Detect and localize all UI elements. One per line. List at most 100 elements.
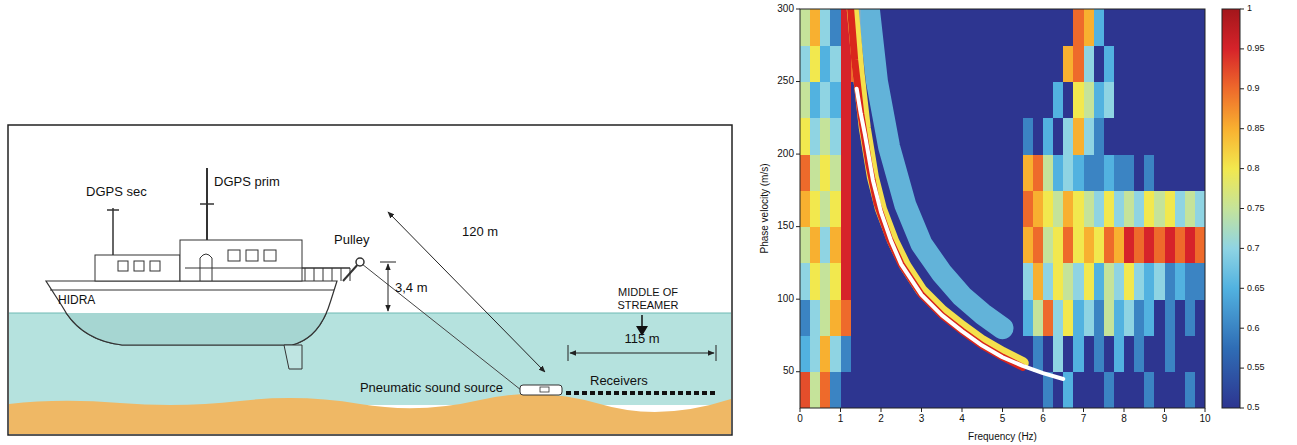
heat-cell (1114, 154, 1125, 191)
heat-cell (1053, 154, 1064, 191)
heat-cell (1154, 190, 1165, 227)
heat-cell (992, 9, 1003, 46)
heat-cell (1084, 154, 1095, 191)
heat-cell (1073, 299, 1084, 336)
y-tick (796, 81, 800, 82)
heat-cell (992, 227, 1003, 264)
heat-cell (1023, 45, 1034, 82)
y-tick-label: 300 (777, 3, 794, 14)
heat-cell (962, 82, 973, 119)
rudder (284, 345, 302, 369)
heat-cell (1104, 118, 1115, 155)
railing-post (332, 268, 333, 281)
heat-cell (1094, 372, 1105, 408)
heat-cell (982, 118, 993, 155)
heat-cell (1144, 263, 1155, 300)
heat-cell (1144, 190, 1155, 227)
heat-cell (1165, 335, 1176, 372)
heat-cell (1134, 372, 1145, 408)
heat-cell (952, 372, 963, 408)
heat-cell (881, 263, 892, 300)
heat-cell (830, 154, 841, 191)
heat-cell (851, 335, 862, 372)
heat-cell (1185, 154, 1196, 191)
heat-cell (1053, 227, 1064, 264)
x-tick (881, 408, 882, 412)
heat-cell (871, 227, 882, 264)
heat-cell (1175, 263, 1186, 300)
y-tick (796, 9, 800, 10)
heat-cell (800, 45, 811, 82)
heat-cell (841, 335, 852, 372)
heat-cell (1195, 227, 1205, 264)
y-tick-label: 100 (777, 293, 794, 304)
heat-cell (871, 372, 882, 408)
x-tick (1043, 408, 1044, 412)
x-tick (1083, 408, 1084, 412)
heat-cell (1053, 45, 1064, 82)
heat-cell (891, 299, 902, 336)
heat-cell (911, 82, 922, 119)
window (264, 250, 276, 261)
sound-source-detail (540, 387, 549, 392)
heat-cell (1124, 9, 1135, 46)
heat-cell (1154, 118, 1165, 155)
heat-cell (830, 227, 841, 264)
heat-cell (952, 227, 963, 264)
heat-cell (1094, 154, 1105, 191)
dimension-bar (568, 345, 569, 361)
heat-cell (1094, 263, 1105, 300)
heat-cell (1165, 154, 1176, 191)
y-axis-title: Phase velocity (m/s) (759, 163, 770, 253)
heat-cell (800, 154, 811, 191)
heat-cell (1073, 9, 1084, 46)
heat-cell (1043, 190, 1054, 227)
x-tick-label: 10 (1199, 413, 1211, 424)
heat-cell (911, 335, 922, 372)
heat-cell (1185, 263, 1196, 300)
y-tick-label: 50 (783, 365, 795, 376)
x-axis-title: Frequency (Hz) (968, 431, 1037, 442)
colorbar-tick-label: 0.8 (1247, 163, 1260, 173)
heat-cell (1104, 45, 1115, 82)
x-tick (962, 408, 963, 412)
heat-cell (1063, 299, 1074, 336)
heat-cell (942, 190, 953, 227)
heat-cell (992, 82, 1003, 119)
heat-cell (901, 82, 912, 119)
heat-cell (1013, 45, 1024, 82)
heat-cell (1134, 45, 1145, 82)
heat-cell (942, 335, 953, 372)
heat-cell (820, 263, 831, 300)
heat-cell (1053, 118, 1064, 155)
colorbar-tick (1240, 128, 1244, 129)
colorbar-tick (1240, 208, 1244, 209)
heat-cell (841, 372, 852, 408)
heat-cell (841, 154, 852, 191)
dimension-bar (716, 345, 717, 361)
receivers (566, 391, 716, 395)
heat-cell (1104, 372, 1115, 408)
heat-cell (1165, 263, 1176, 300)
heat-cell (851, 263, 862, 300)
heat-cell (1175, 82, 1186, 119)
heat-cell (830, 190, 841, 227)
x-tick-label: 8 (1121, 413, 1127, 424)
heat-cell (911, 154, 922, 191)
wheelhouse (95, 255, 180, 281)
heat-cell (1023, 299, 1034, 336)
heat-cell (1013, 118, 1024, 155)
heat-cell (962, 9, 973, 46)
heat-cell (1094, 9, 1105, 46)
heat-cell (881, 372, 892, 408)
heat-cell (1013, 190, 1024, 227)
heat-cell (841, 118, 852, 155)
railing (185, 268, 350, 269)
heat-cell (1124, 45, 1135, 82)
heat-cell (942, 118, 953, 155)
y-tick (796, 371, 800, 372)
heat-cell (851, 190, 862, 227)
heat-cell (1023, 372, 1034, 408)
dispersion-ridge (857, 89, 1064, 379)
heat-cell (1084, 299, 1095, 336)
